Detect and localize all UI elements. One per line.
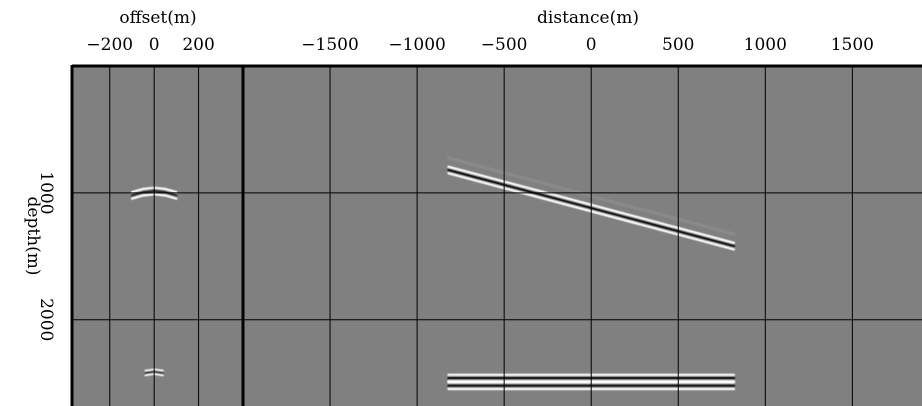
distance-tick-label: 1500 — [831, 35, 874, 55]
distance-tick-label: −1000 — [388, 35, 446, 55]
axes: −200 0 200 1000 2000 −1500 −1000 −500 0 500 1000 15… — [36, 35, 922, 406]
depth-tick-label: 2000 — [36, 298, 56, 341]
offset-tick-label: −200 — [86, 35, 133, 55]
distance-panel-background — [243, 66, 922, 406]
depth-tick-label: 1000 — [36, 171, 56, 214]
distance-tick-label: 1000 — [744, 35, 787, 55]
depth-axis-label: depth(m) — [23, 197, 43, 276]
distance-axis-label: distance(m) — [537, 8, 639, 28]
offset-panel-background — [72, 66, 243, 406]
distance-tick-label: 500 — [662, 35, 694, 55]
offset-axis-label: offset(m) — [119, 8, 196, 28]
offset-tick-label: 200 — [182, 35, 214, 55]
offset-tick-label: 0 — [149, 35, 160, 55]
distance-tick-label: 0 — [586, 35, 597, 55]
distance-tick-label: −500 — [481, 35, 528, 55]
distance-tick-label: −1500 — [301, 35, 359, 55]
offset-panel — [72, 66, 243, 406]
distance-panel — [243, 66, 922, 406]
